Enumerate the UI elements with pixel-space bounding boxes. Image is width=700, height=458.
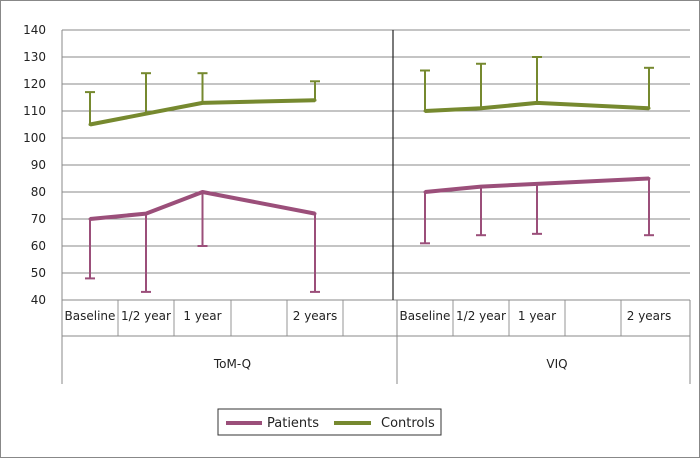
data-point — [479, 185, 483, 189]
y-axis: 40 50 60 70 80 90 100 110 120 130 140 — [23, 23, 63, 384]
y-tick-label: 140 — [23, 23, 46, 37]
x-category-label: Baseline — [400, 309, 451, 323]
y-tick-label: 100 — [23, 131, 46, 145]
plot-area — [85, 56, 654, 293]
group-label: VIQ — [546, 357, 567, 371]
data-point — [647, 106, 651, 110]
data-point — [201, 101, 204, 105]
data-point — [144, 212, 148, 216]
data-point — [313, 98, 317, 102]
data-point — [423, 109, 427, 113]
series-line-patients — [424, 176, 650, 194]
y-tick-label: 80 — [31, 185, 46, 199]
data-point — [423, 190, 427, 194]
series-line-controls — [89, 98, 316, 127]
x-axis: Baseline 1/2 year 1 year 2 years ToM-Q Baseli… — [62, 300, 691, 384]
x-category-label: Baseline — [65, 309, 116, 323]
data-point — [313, 212, 317, 216]
data-point — [535, 101, 539, 105]
y-tick-label: 60 — [31, 239, 46, 253]
legend-label: Controls — [381, 416, 435, 431]
y-tick-label: 40 — [31, 293, 46, 307]
y-tick-label: 120 — [23, 77, 46, 91]
data-point — [88, 217, 92, 221]
legend-label: Patients — [267, 416, 319, 431]
group-label: ToM-Q — [213, 357, 251, 371]
y-tick-label: 110 — [23, 104, 46, 118]
x-category-label: 1/2 year — [121, 309, 171, 323]
x-category-label: 1 year — [183, 309, 221, 323]
x-category-label: 2 years — [627, 309, 671, 323]
x-category-label: 1 year — [518, 309, 556, 323]
y-tick-label: 50 — [31, 266, 46, 280]
y-tick-label: 70 — [31, 212, 46, 226]
y-tick-label: 90 — [31, 158, 46, 172]
data-point — [535, 182, 539, 186]
gridlines — [62, 29, 690, 301]
data-point — [647, 177, 651, 180]
x-category-label: 2 years — [293, 309, 337, 323]
legend: Patients Controls — [217, 408, 442, 436]
series-line-controls — [424, 100, 650, 113]
x-category-label: 1/2 year — [456, 309, 506, 323]
series-line-patients — [89, 190, 316, 221]
data-point — [88, 123, 92, 126]
y-tick-label: 130 — [23, 50, 46, 64]
data-point — [479, 106, 483, 110]
data-point — [201, 190, 204, 194]
data-point — [144, 112, 148, 116]
